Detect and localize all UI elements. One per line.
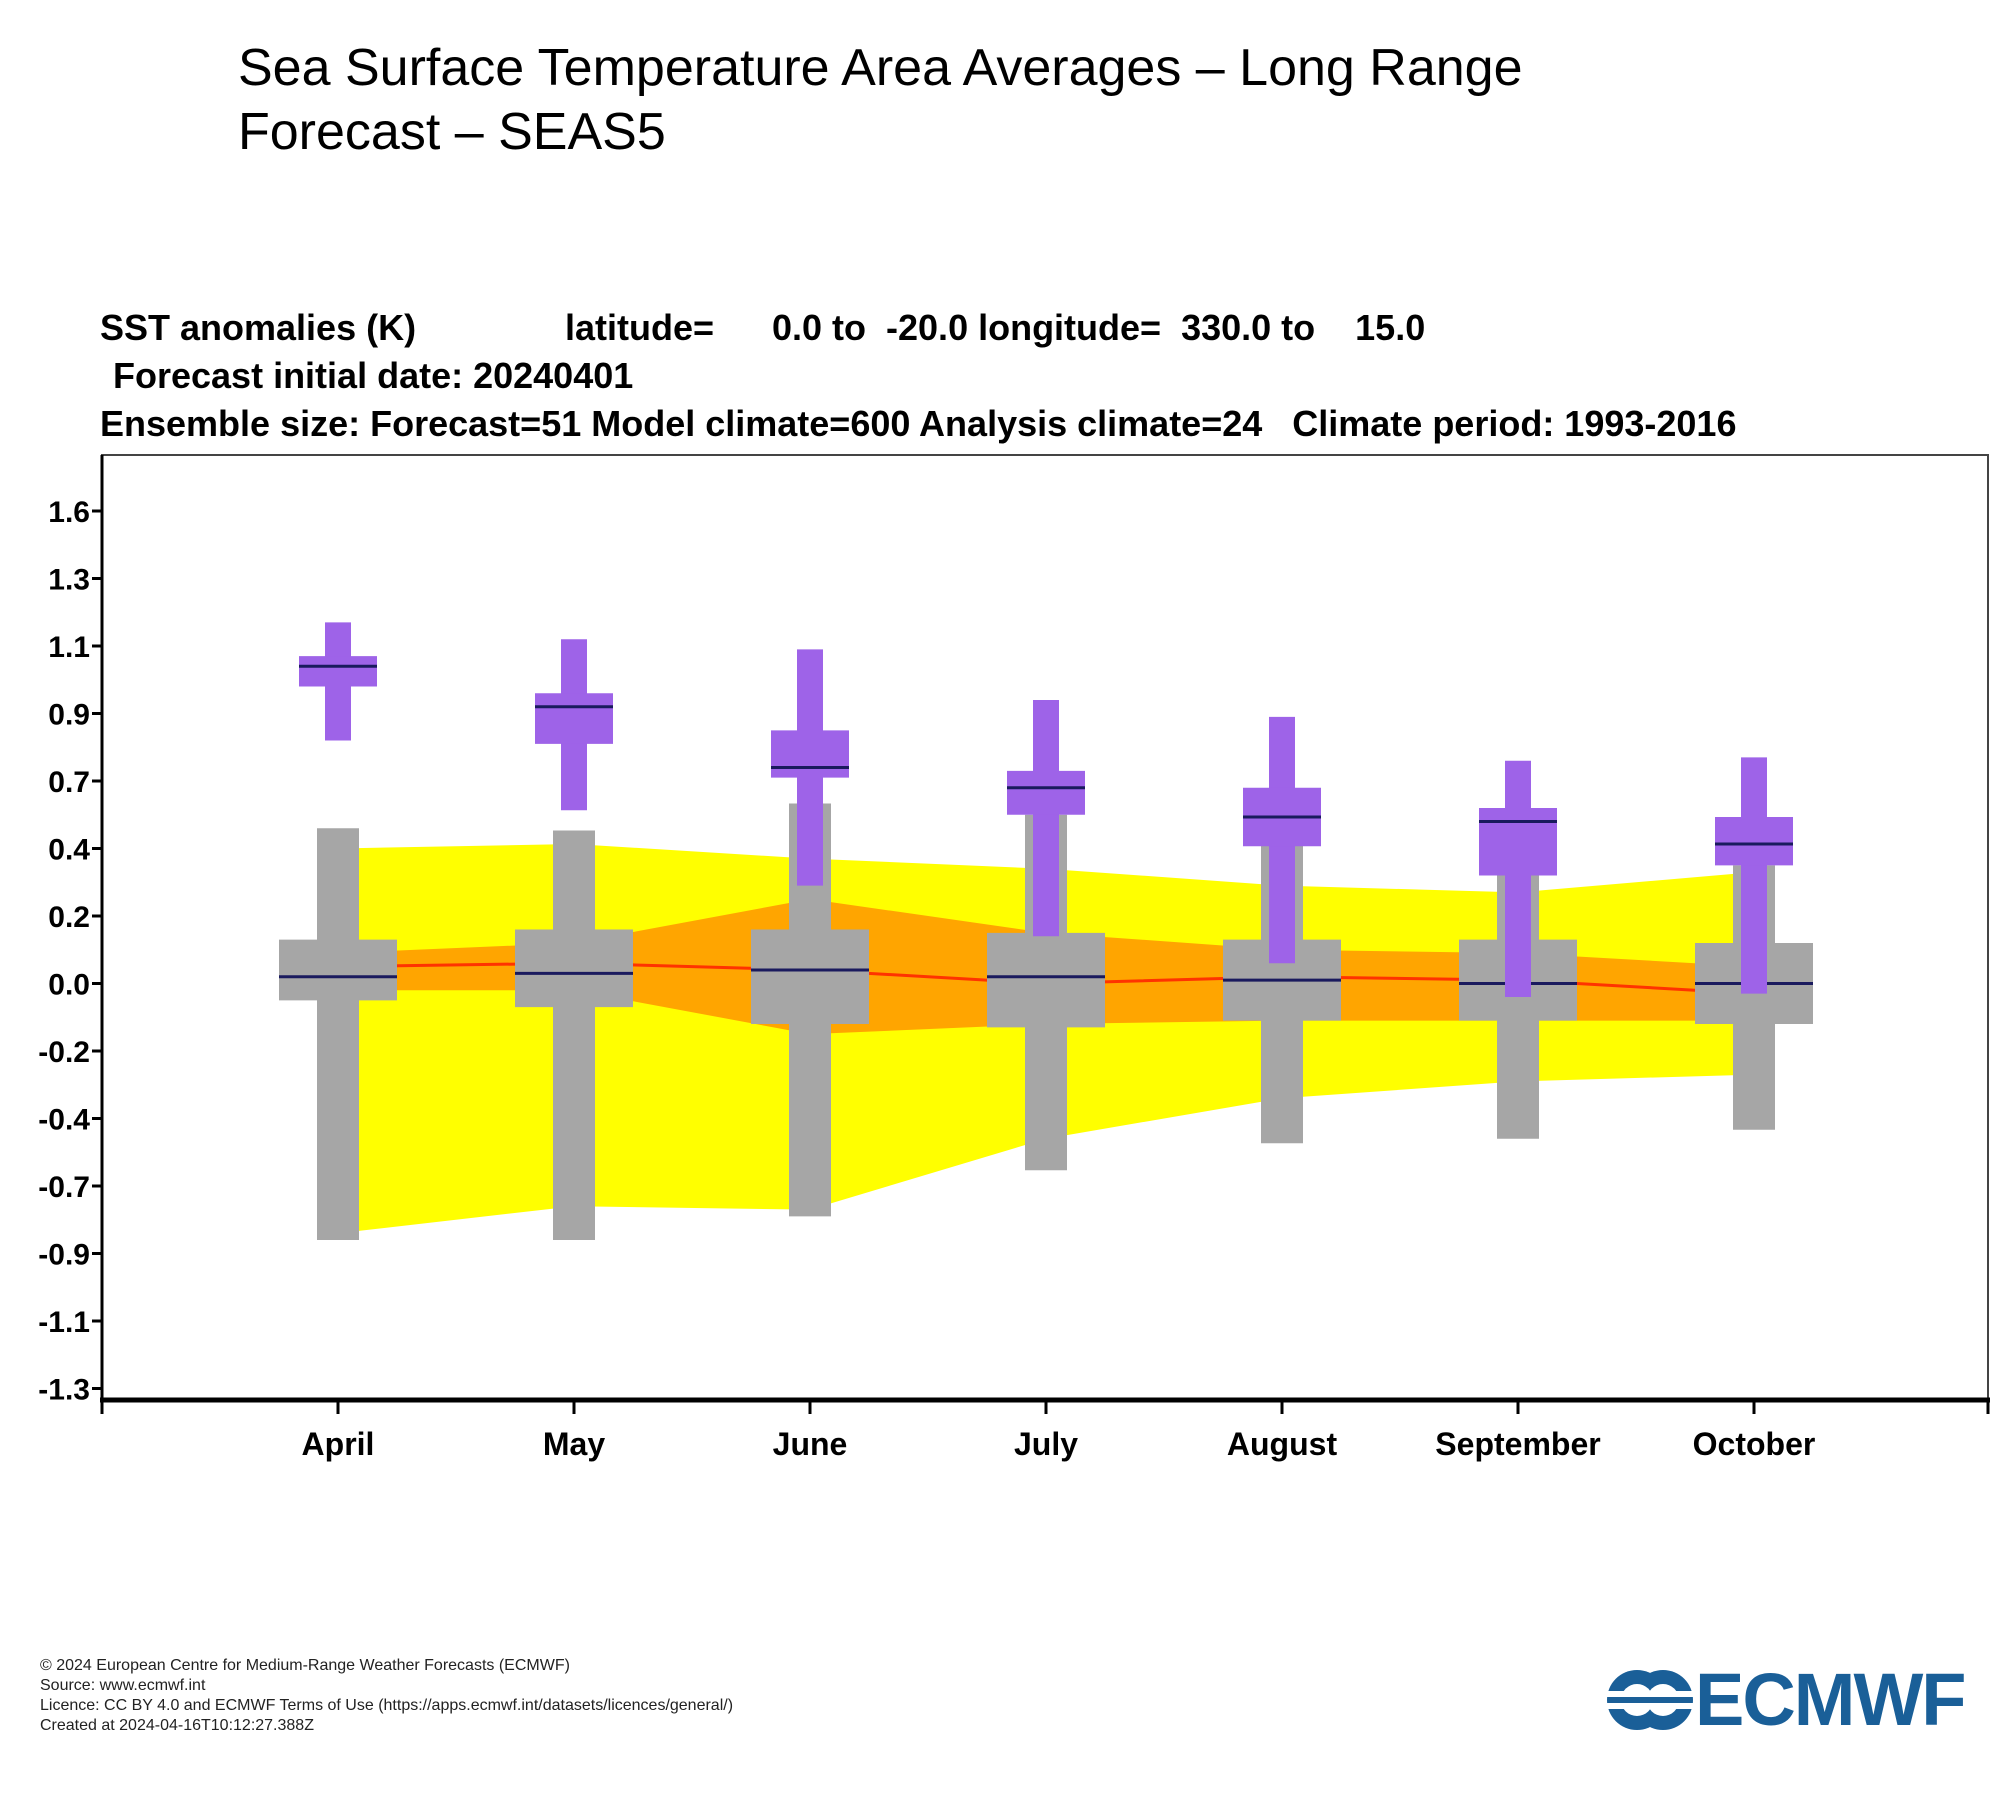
forecast-may-box [535,693,613,744]
y-tick-label: -1.1 [38,1306,90,1339]
footer-copyright: © 2024 European Centre for Medium-Range … [40,1657,570,1674]
model-climate-july-box [987,932,1105,1028]
chart-header-latitude-label: latitude= [565,307,714,348]
plot-area [101,454,1989,1401]
model-climate-may-whisker [553,830,595,1240]
model-climate-april-box [279,939,397,1001]
x-tick-label-may: May [543,1426,605,1462]
forecast-september-whisker [1505,760,1531,997]
model-climate-june-box [751,929,869,1024]
x-tick-label-october: October [1693,1426,1816,1462]
y-tick-label: 0.7 [48,766,90,799]
axes: 1.6 1.3 1.1 0.9 0.7 0.4 0.2 0.0 -0.2 -0.4 -0.7 -0.9… [38,455,1990,1462]
chart-header-ensemble: Ensemble size: Forecast=51 Model climate… [100,403,1736,444]
page-title: Sea Surface Temperature Area Averages – … [238,39,1523,161]
x-tick-label-june: June [773,1426,848,1462]
chart-header-initial-date: Forecast initial date: 20240401 [113,355,633,396]
y-tick-label: -1.3 [38,1374,90,1407]
x-tick-label-september: September [1435,1426,1600,1462]
sst-chart: SST anomalies (K) latitude= 0.0 to -20.0… [38,307,1990,1462]
y-tick-label: -0.4 [38,1104,90,1137]
y-tick-label: 0.9 [48,699,90,732]
ecmwf-logo-text: ECMWF [1695,1658,1966,1741]
y-tick-label: 1.6 [48,496,90,529]
y-tick-label: 0.2 [48,901,90,934]
model-climate-may-box [515,929,633,1008]
footer-source: Source: www.ecmwf.int [40,1677,206,1694]
y-tick-label: 1.1 [48,631,90,664]
ecmwf-logo-icon [1605,1670,1695,1730]
y-tick-label: -0.2 [38,1036,90,1069]
y-tick-label: -0.9 [38,1239,90,1272]
chart-header-coordinates: 0.0 to -20.0 longitude= 330.0 to 15.0 [772,307,1425,348]
forecast-october-whisker [1741,757,1767,994]
footer-created: Created at 2024-04-16T10:12:27.388Z [40,1717,314,1734]
x-tick-label-july: July [1014,1426,1078,1462]
forecast-october-box [1715,817,1793,866]
ecmwf-logo: ECMWF [1605,1660,1985,1740]
forecast-june-box [771,730,849,778]
y-tick-label: 0.0 [48,969,90,1002]
forecast-september-box [1479,808,1557,876]
model-climate-april-whisker [317,828,359,1240]
x-tick-label-april: April [302,1426,375,1462]
y-tick-label: 0.4 [48,834,90,867]
chart-header-variable: SST anomalies (K) [100,307,416,348]
x-tick-label-august: August [1227,1426,1338,1462]
footer: © 2024 European Centre for Medium-Range … [40,1656,733,1736]
forecast-july-whisker [1033,700,1059,937]
footer-licence: Licence: CC BY 4.0 and ECMWF Terms of Us… [40,1697,734,1714]
forecast-july-box [1007,770,1085,815]
y-tick-label: 1.3 [48,564,90,597]
forecast-april-box [299,656,377,687]
y-tick-label: -0.7 [38,1171,90,1204]
